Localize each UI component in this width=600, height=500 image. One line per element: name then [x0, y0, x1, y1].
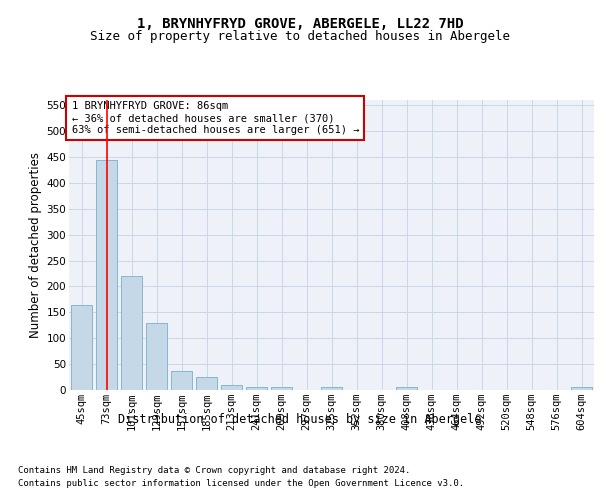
Y-axis label: Number of detached properties: Number of detached properties: [29, 152, 43, 338]
Bar: [396, 388, 417, 390]
Bar: [71, 304, 92, 390]
Bar: [246, 387, 267, 390]
Bar: [121, 276, 142, 390]
Bar: [96, 160, 117, 390]
Text: 1, BRYNHYFRYD GROVE, ABERGELE, LL22 7HD: 1, BRYNHYFRYD GROVE, ABERGELE, LL22 7HD: [137, 18, 463, 32]
Text: Contains public sector information licensed under the Open Government Licence v3: Contains public sector information licen…: [18, 479, 464, 488]
Text: Distribution of detached houses by size in Abergele: Distribution of detached houses by size …: [118, 412, 482, 426]
Text: 1 BRYNHYFRYD GROVE: 86sqm
← 36% of detached houses are smaller (370)
63% of semi: 1 BRYNHYFRYD GROVE: 86sqm ← 36% of detac…: [71, 102, 359, 134]
Bar: [271, 388, 292, 390]
Bar: [196, 377, 217, 390]
Bar: [321, 388, 342, 390]
Bar: [171, 371, 192, 390]
Text: Contains HM Land Registry data © Crown copyright and database right 2024.: Contains HM Land Registry data © Crown c…: [18, 466, 410, 475]
Text: Size of property relative to detached houses in Abergele: Size of property relative to detached ho…: [90, 30, 510, 43]
Bar: [146, 322, 167, 390]
Bar: [221, 385, 242, 390]
Bar: [571, 388, 592, 390]
